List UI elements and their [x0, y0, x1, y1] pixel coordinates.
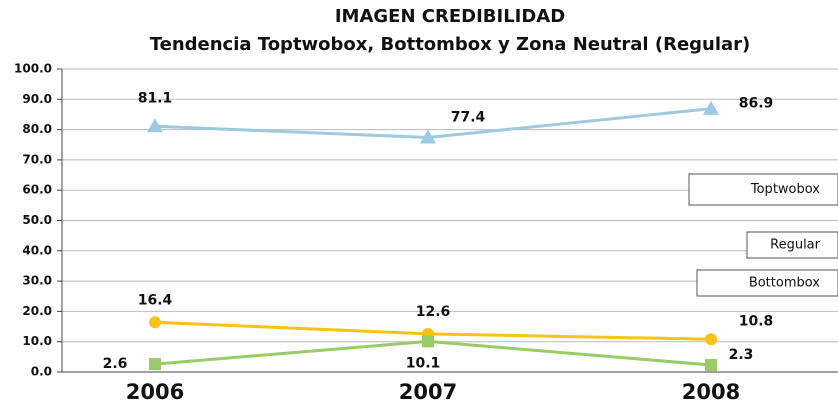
data-label: 2.3 — [729, 347, 754, 363]
marker — [703, 100, 719, 115]
y-tick-label: 90.0 — [22, 92, 52, 106]
x-tick-label: 2007 — [399, 380, 457, 404]
y-tick-label: 40.0 — [22, 243, 52, 257]
y-tick-label: 10.0 — [22, 334, 52, 348]
data-label: 2.6 — [103, 356, 128, 372]
y-tick-label: 0.0 — [31, 365, 52, 379]
data-label: 10.1 — [406, 355, 441, 371]
data-label: 12.6 — [416, 304, 451, 320]
series-line — [154, 107, 712, 139]
legend-label: Regular — [770, 238, 821, 253]
chart-subtitle: Tendencia Toptwobox, Bottombox y Zona Ne… — [150, 34, 751, 55]
marker — [422, 335, 434, 348]
legend-box — [746, 231, 838, 259]
y-tick-label: 50.0 — [22, 213, 52, 227]
chart-title: IMAGEN CREDIBILIDAD — [335, 6, 565, 27]
y-tick-label: 30.0 — [22, 274, 52, 288]
y-tick-label: 70.0 — [22, 152, 52, 166]
legend-box — [688, 173, 838, 206]
data-label: 77.4 — [451, 109, 486, 125]
data-label: 10.8 — [739, 313, 774, 329]
data-label: 86.9 — [739, 96, 774, 112]
y-tick-label: 100.0 — [14, 62, 52, 76]
legend-label: Bottombox — [749, 276, 820, 291]
data-label: 81.1 — [138, 90, 173, 106]
y-tick-label: 80.0 — [22, 122, 52, 136]
x-tick-label: 2006 — [126, 380, 184, 404]
y-tick-label: 60.0 — [22, 183, 52, 197]
x-tick-label: 2008 — [682, 380, 740, 404]
marker — [420, 129, 436, 144]
legend-box — [696, 269, 838, 297]
y-tick-label: 20.0 — [22, 304, 52, 318]
marker — [149, 316, 161, 329]
marker — [705, 333, 717, 346]
marker — [149, 358, 161, 371]
legend-label: Toptwobox — [750, 182, 820, 197]
data-label: 16.4 — [138, 292, 173, 308]
marker — [147, 118, 163, 133]
marker — [705, 359, 717, 372]
